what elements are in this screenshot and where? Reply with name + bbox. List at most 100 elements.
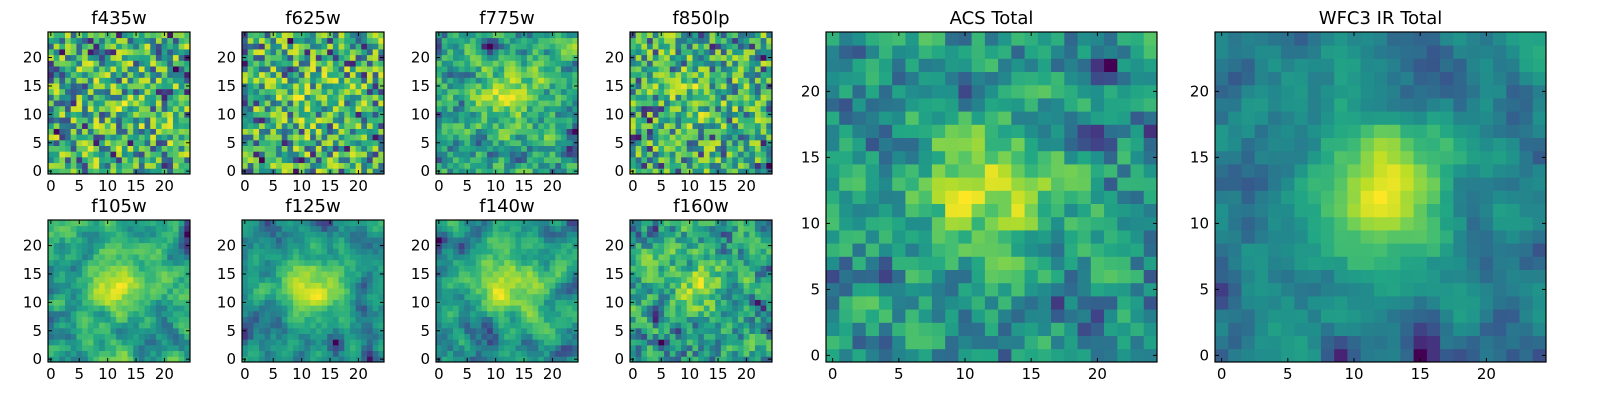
heatmap-cell xyxy=(361,111,368,118)
heatmap-cell xyxy=(361,282,368,289)
heatmap-cell xyxy=(344,37,351,44)
heatmap-cell xyxy=(675,43,682,50)
heatmap-cell xyxy=(65,54,72,61)
heatmap-cell xyxy=(521,117,528,124)
heatmap-cell xyxy=(555,271,562,278)
heatmap-cell xyxy=(487,220,494,227)
heatmap-cell xyxy=(372,83,379,90)
heatmap-cell xyxy=(441,293,448,300)
heatmap-cell xyxy=(447,162,454,169)
heatmap-cell xyxy=(327,66,334,73)
heatmap-cell xyxy=(560,151,568,158)
heatmap-cell xyxy=(344,299,351,306)
heatmap-cell xyxy=(259,242,266,249)
heatmap-cell xyxy=(743,83,750,90)
heatmap-cell xyxy=(355,242,362,249)
heatmap-cell xyxy=(504,310,511,317)
heatmap-cell xyxy=(675,333,682,340)
heatmap-cell xyxy=(641,356,648,363)
heatmap-cell xyxy=(669,134,676,141)
heatmap-cell xyxy=(532,139,539,146)
heatmap-cell xyxy=(116,54,123,61)
heatmap-cell xyxy=(259,220,266,227)
heatmap-cell xyxy=(555,299,562,306)
heatmap-cell xyxy=(150,339,157,346)
heatmap-cell xyxy=(127,344,134,352)
heatmap-cell xyxy=(116,220,123,227)
x-tick-label: 15 xyxy=(514,177,533,195)
heatmap-cell xyxy=(144,276,151,283)
heatmap-cell xyxy=(754,88,762,95)
heatmap-cell xyxy=(298,225,305,232)
heatmap-cell xyxy=(475,344,482,352)
heatmap-cell xyxy=(470,37,477,44)
heatmap-cell xyxy=(172,43,180,50)
heatmap-cell xyxy=(470,225,477,232)
heatmap-cell xyxy=(492,271,499,278)
heatmap-cell xyxy=(172,288,180,295)
heatmap-cell xyxy=(538,77,545,84)
heatmap-cell xyxy=(144,225,151,232)
heatmap-cell xyxy=(475,327,482,334)
heatmap-cell xyxy=(447,288,454,295)
heatmap-cells xyxy=(436,220,579,363)
heatmap-cell xyxy=(287,71,294,78)
heatmap-cell xyxy=(754,60,762,67)
heatmap-cell xyxy=(76,54,83,61)
heatmap-cell xyxy=(652,54,659,61)
heatmap-cell xyxy=(48,248,55,255)
x-tick-label: 10 xyxy=(486,365,505,383)
heatmap-cell xyxy=(332,288,339,295)
heatmap-cell xyxy=(144,310,151,317)
heatmap-cell xyxy=(635,100,642,107)
heatmap-cell xyxy=(315,32,322,39)
heatmap-cell xyxy=(652,128,659,135)
heatmap-cell xyxy=(276,276,283,283)
heatmap-cell xyxy=(155,71,162,78)
heatmap-cell xyxy=(116,339,123,346)
heatmap-cell xyxy=(167,305,174,312)
heatmap-cell xyxy=(664,117,671,124)
heatmap-cell xyxy=(754,156,762,164)
heatmap-cell xyxy=(441,265,448,272)
heatmap-cell xyxy=(720,305,727,312)
heatmap-cell xyxy=(566,66,573,73)
heatmap-cell xyxy=(247,111,254,118)
heatmap-cell xyxy=(692,37,699,44)
heatmap-cell xyxy=(726,293,733,300)
heatmap-cell xyxy=(560,344,568,352)
heatmap-cell xyxy=(242,237,249,244)
heatmap-cell xyxy=(150,282,157,289)
heatmap-cell xyxy=(70,333,77,340)
heatmap-cell xyxy=(652,122,659,129)
heatmap-cell xyxy=(504,139,511,146)
heatmap-cell xyxy=(310,276,317,283)
heatmap-cell xyxy=(549,83,556,90)
heatmap-cell xyxy=(475,139,482,146)
heatmap-cell xyxy=(184,49,191,56)
heatmap-cell xyxy=(144,162,151,169)
heatmap-cell xyxy=(560,60,568,67)
heatmap-cell xyxy=(686,305,693,312)
heatmap-cell xyxy=(70,156,77,164)
heatmap-cell xyxy=(526,105,533,112)
heatmap-cell xyxy=(669,117,676,124)
heatmap-cell xyxy=(652,288,659,295)
heatmap-cell xyxy=(378,220,385,227)
heatmap-cell xyxy=(372,316,379,323)
heatmap-cell xyxy=(521,259,528,266)
heatmap-cell xyxy=(754,128,762,135)
heatmap-cell xyxy=(737,339,744,346)
heatmap-cell xyxy=(270,310,277,317)
heatmap-cell xyxy=(355,231,362,238)
heatmap-cell xyxy=(692,100,699,107)
heatmap-cell xyxy=(99,162,106,169)
heatmap-cell xyxy=(338,49,345,56)
heatmap-cell xyxy=(59,128,66,135)
heatmap-cell xyxy=(138,333,145,340)
heatmap-cell xyxy=(658,316,665,323)
heatmap-cell xyxy=(253,259,260,266)
heatmap-cell xyxy=(447,344,454,352)
heatmap-cell xyxy=(304,117,311,124)
heatmap-cell xyxy=(281,344,288,352)
